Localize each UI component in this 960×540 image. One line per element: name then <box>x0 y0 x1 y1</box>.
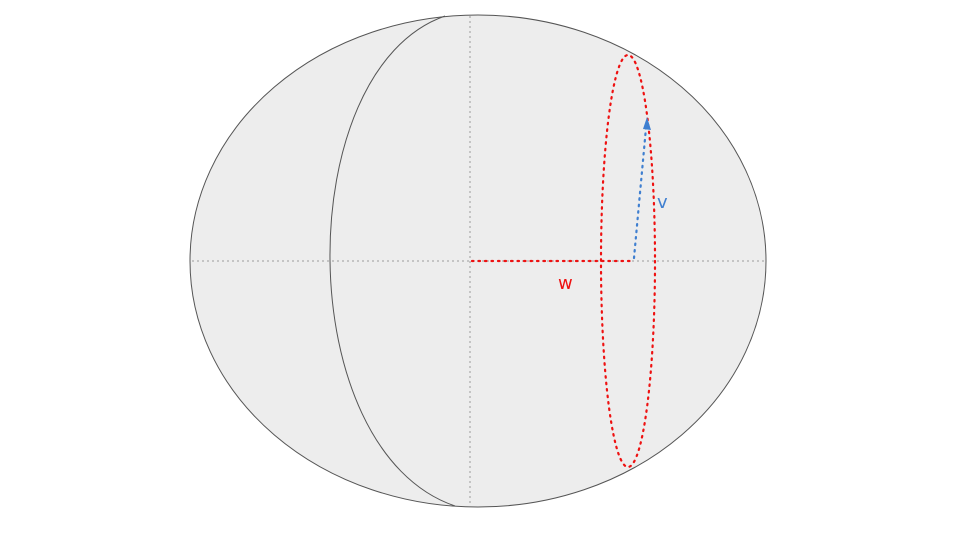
meridian-arc <box>329 15 456 507</box>
v-arrowhead-icon <box>643 117 651 130</box>
w-label: w <box>558 273 573 294</box>
v-label: v <box>657 192 668 213</box>
v-vector <box>632 126 648 260</box>
